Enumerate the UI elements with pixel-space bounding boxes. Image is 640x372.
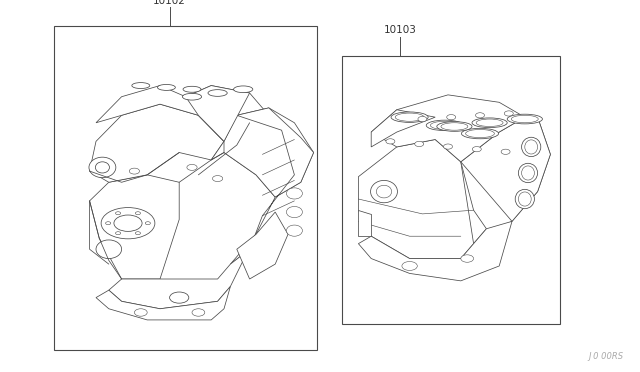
Ellipse shape: [391, 112, 428, 122]
Polygon shape: [461, 117, 550, 244]
Circle shape: [187, 164, 197, 170]
Ellipse shape: [436, 122, 472, 131]
Circle shape: [101, 208, 155, 239]
Polygon shape: [358, 140, 474, 259]
Ellipse shape: [157, 84, 175, 90]
Circle shape: [415, 141, 424, 147]
Circle shape: [134, 309, 147, 316]
Circle shape: [116, 212, 121, 215]
Polygon shape: [358, 210, 371, 236]
Circle shape: [106, 222, 111, 225]
Text: 10102: 10102: [153, 0, 186, 6]
Ellipse shape: [441, 123, 468, 130]
Polygon shape: [358, 221, 512, 281]
Circle shape: [192, 309, 205, 316]
Ellipse shape: [182, 93, 202, 100]
Circle shape: [444, 144, 452, 149]
Ellipse shape: [461, 128, 499, 139]
Ellipse shape: [376, 185, 392, 198]
Text: 10103: 10103: [383, 25, 417, 35]
Ellipse shape: [287, 225, 303, 236]
Ellipse shape: [518, 192, 531, 206]
Polygon shape: [461, 117, 550, 221]
Polygon shape: [90, 104, 224, 182]
Polygon shape: [224, 108, 314, 197]
Polygon shape: [230, 108, 314, 264]
Circle shape: [402, 262, 417, 270]
Circle shape: [136, 212, 141, 215]
Circle shape: [418, 116, 427, 122]
Circle shape: [386, 139, 395, 144]
Ellipse shape: [507, 114, 543, 124]
Polygon shape: [186, 86, 294, 197]
Polygon shape: [96, 286, 230, 320]
Bar: [54, 26, 317, 350]
Circle shape: [504, 111, 513, 116]
Ellipse shape: [522, 166, 534, 180]
Ellipse shape: [132, 83, 150, 89]
Ellipse shape: [515, 189, 534, 209]
Ellipse shape: [518, 163, 538, 183]
Polygon shape: [90, 175, 179, 279]
Polygon shape: [371, 95, 525, 162]
Ellipse shape: [511, 115, 538, 123]
Circle shape: [136, 232, 141, 235]
Ellipse shape: [472, 118, 508, 128]
Ellipse shape: [234, 86, 253, 93]
Ellipse shape: [522, 137, 541, 157]
Ellipse shape: [183, 86, 201, 92]
Circle shape: [145, 222, 150, 225]
Circle shape: [447, 115, 456, 120]
Ellipse shape: [95, 162, 109, 173]
Circle shape: [129, 168, 140, 174]
Ellipse shape: [371, 180, 397, 203]
Circle shape: [476, 113, 484, 118]
Circle shape: [212, 176, 223, 182]
Ellipse shape: [476, 119, 503, 126]
Ellipse shape: [426, 120, 463, 131]
Ellipse shape: [287, 188, 303, 199]
Circle shape: [170, 292, 189, 303]
Ellipse shape: [430, 121, 459, 129]
Circle shape: [114, 215, 142, 231]
Ellipse shape: [208, 90, 227, 96]
Circle shape: [501, 149, 510, 154]
Ellipse shape: [89, 157, 116, 178]
Circle shape: [461, 255, 474, 262]
Circle shape: [115, 232, 120, 235]
Polygon shape: [186, 86, 250, 141]
Polygon shape: [109, 234, 256, 309]
Ellipse shape: [466, 129, 494, 138]
Polygon shape: [371, 110, 435, 147]
Polygon shape: [237, 212, 288, 279]
Ellipse shape: [287, 206, 303, 218]
Ellipse shape: [96, 240, 122, 259]
Ellipse shape: [395, 113, 424, 121]
Circle shape: [472, 147, 481, 152]
Ellipse shape: [525, 140, 538, 154]
Bar: [342, 56, 560, 324]
Text: J 0 00RS: J 0 00RS: [588, 352, 623, 361]
Polygon shape: [96, 86, 224, 141]
